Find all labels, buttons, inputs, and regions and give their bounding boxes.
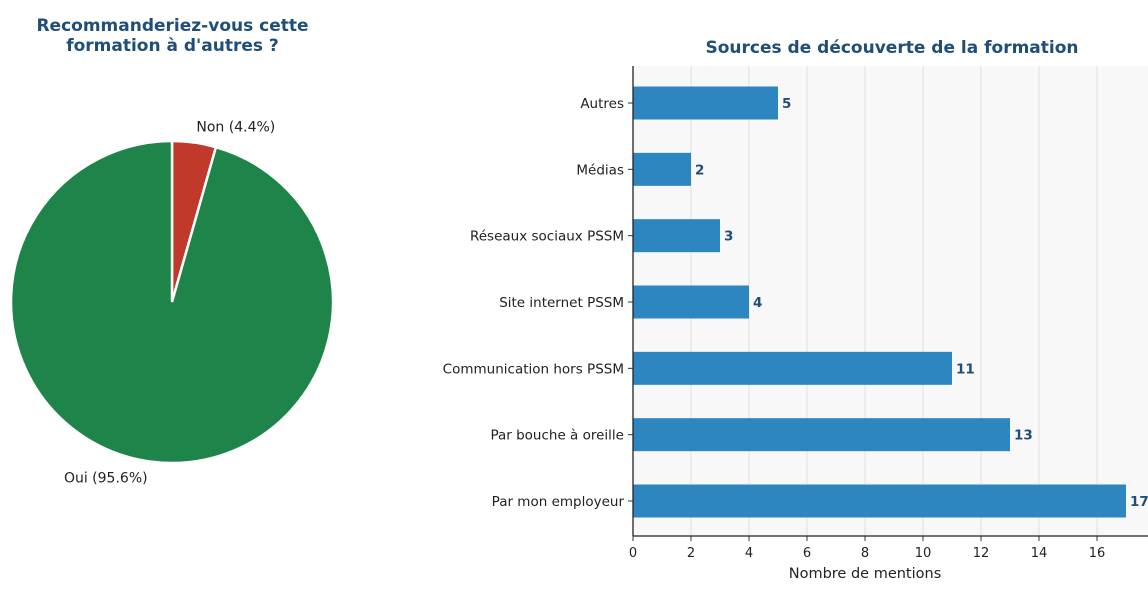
bar-chart-panel: Sources de découverte de la formation 0 2… [400, 0, 1148, 590]
bar [633, 86, 778, 120]
x-tick-label: 12 [973, 546, 990, 561]
x-tick-label: 6 [803, 546, 811, 561]
bar [633, 351, 952, 385]
x-tick-label: 4 [745, 546, 753, 561]
data-label: 2 [695, 162, 704, 178]
x-tick-label: 16 [1089, 546, 1106, 561]
x-tick-label: 8 [861, 546, 869, 561]
bar-chart: 0 2 4 6 8 10 12 14 16 Par mon employeur 17 Par bouc… [443, 66, 1148, 582]
category-label: Par bouche à oreille [490, 428, 624, 444]
pie-chart: Non (4.4%) Oui (95.6%) [9, 120, 335, 486]
data-label: 17 [1130, 494, 1148, 510]
bar [633, 152, 691, 186]
pie-label-non: Non (4.4%) [196, 120, 275, 136]
data-label: 5 [782, 96, 791, 112]
x-tick-label: 0 [629, 546, 637, 561]
x-axis-label: Nombre de mentions [789, 566, 942, 582]
bar [633, 219, 720, 253]
pie-chart-panel: Recommanderiez-vous cette formation à d'… [0, 0, 350, 590]
x-tick-label: 14 [1031, 546, 1048, 561]
data-label: 3 [724, 229, 733, 245]
pie-slice-oui [9, 139, 335, 465]
bar-chart-title: Sources de découverte de la formation [705, 38, 1079, 58]
bar [633, 484, 1126, 518]
category-label: Par mon employeur [492, 494, 625, 510]
bar [633, 285, 749, 319]
category-label: Réseaux sociaux PSSM [470, 229, 624, 245]
pie-label-oui: Oui (95.6%) [64, 470, 148, 486]
category-label: Médias [576, 162, 624, 178]
bar [633, 418, 1010, 452]
pie-title-line1: Recommanderiez-vous cette [36, 16, 309, 36]
category-label: Autres [580, 96, 624, 112]
data-label: 13 [1014, 428, 1033, 444]
x-tick-label: 10 [915, 546, 932, 561]
category-label: Site internet PSSM [499, 295, 624, 311]
x-tick-label: 2 [687, 546, 695, 561]
category-label: Communication hors PSSM [443, 361, 624, 377]
pie-chart-title: Recommanderiez-vous cette formation à d'… [0, 16, 345, 56]
data-label: 4 [753, 295, 762, 311]
pie-title-line2: formation à d'autres ? [66, 36, 279, 56]
data-label: 11 [956, 361, 975, 377]
